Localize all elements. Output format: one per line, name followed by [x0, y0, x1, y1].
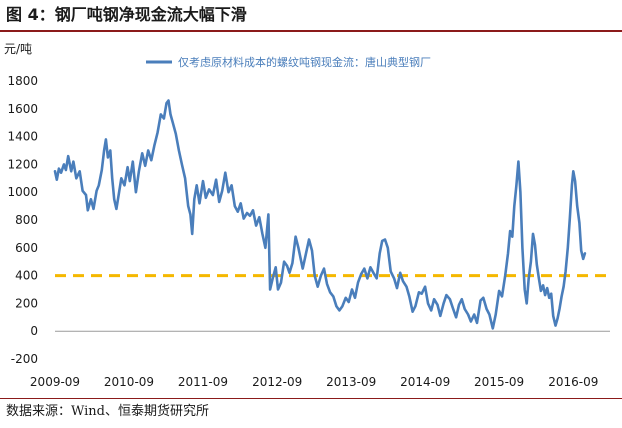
y-axis: -200 0 200 400 600 800 1000 1200 1400 1600 1800	[7, 74, 38, 366]
y-tick-label: 1000	[7, 185, 38, 199]
footer-rule	[0, 398, 622, 399]
title-rule	[0, 30, 622, 32]
x-tick-label: 2010-09	[104, 375, 154, 389]
line-chart: 元/吨 仅考虑原材料成本的螺纹吨钢现金流：唐山典型钢厂 -200 0 200 400 6…	[4, 42, 610, 389]
y-tick-label: 400	[15, 269, 38, 283]
x-tick-label: 2011-09	[178, 375, 228, 389]
x-tick-label: 2014-09	[400, 375, 450, 389]
x-tick-label: 2015-09	[474, 375, 524, 389]
x-tick-label: 2013-09	[326, 375, 376, 389]
y-tick-label: -200	[11, 352, 38, 366]
y-axis-label: 元/吨	[4, 42, 32, 56]
y-tick-label: 1200	[7, 157, 38, 171]
x-tick-label: 2012-09	[252, 375, 302, 389]
y-tick-label: 0	[30, 324, 38, 338]
legend: 仅考虑原材料成本的螺纹吨钢现金流：唐山典型钢厂	[146, 55, 431, 69]
y-tick-label: 600	[15, 241, 38, 255]
y-tick-label: 1800	[7, 74, 38, 88]
source-note: 数据来源：Wind、恒泰期货研究所	[6, 404, 209, 419]
series-line-cash-flow	[53, 99, 587, 330]
x-tick-label: 2009-09	[30, 375, 80, 389]
y-tick-label: 1600	[7, 102, 38, 116]
y-tick-label: 200	[15, 296, 38, 310]
figure-title: 图 4：钢厂吨钢净现金流大幅下滑	[6, 5, 247, 24]
legend-label: 仅考虑原材料成本的螺纹吨钢现金流：唐山典型钢厂	[178, 55, 431, 69]
y-tick-label: 1400	[7, 130, 38, 144]
x-axis: 2009-09 2010-09 2011-09 2012-09 2013-09 2014-…	[30, 330, 610, 389]
y-tick-label: 800	[15, 213, 38, 227]
x-tick-label: 2016-09	[548, 375, 598, 389]
